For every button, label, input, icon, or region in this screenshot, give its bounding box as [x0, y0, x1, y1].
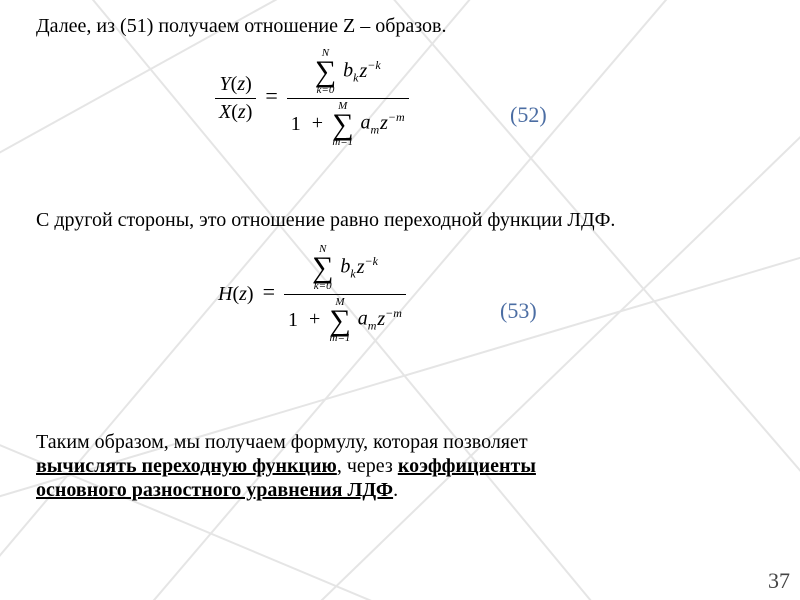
- slide-number: 37: [768, 568, 790, 594]
- p3-c: , через: [337, 455, 398, 477]
- p3-e: основного разностного уравнения ЛДФ: [36, 479, 393, 501]
- equation-53: H(z) = N ∑ k=0 bkz−k 1 +: [218, 244, 406, 344]
- paragraph-1: Далее, из (51) получаем отношение Z – об…: [36, 14, 446, 38]
- eq-number-53: (53): [500, 298, 537, 324]
- p3-b: вычислять переходную функцию: [36, 455, 337, 477]
- p3-f: .: [393, 479, 398, 501]
- paragraph-2: С другой стороны, это отношение равно пе…: [36, 208, 615, 232]
- p3-d: коэффициенты: [398, 455, 536, 477]
- eq-number-52: (52): [510, 102, 547, 128]
- p3-a: Таким образом, мы получаем формулу, кото…: [36, 431, 528, 453]
- equation-52: Y(z) X(z) = N ∑ k=0 bkz−k 1 +: [215, 48, 409, 148]
- slide-content: Далее, из (51) получаем отношение Z – об…: [0, 0, 800, 600]
- paragraph-3: Таким образом, мы получаем формулу, кото…: [36, 430, 776, 502]
